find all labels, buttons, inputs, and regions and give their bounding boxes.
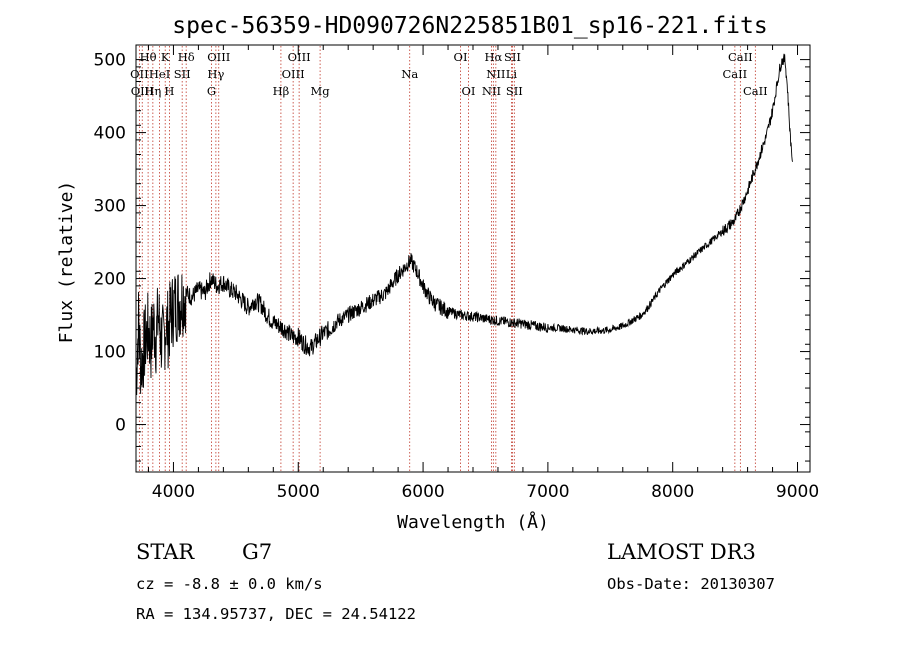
y-axis-ticks: 0 100 200 300 400 500	[94, 51, 810, 462]
y-tick-label-2: 200	[94, 270, 126, 290]
emission-line-label-6: Hα	[484, 50, 502, 64]
emission-line-label-3: OIII	[207, 50, 230, 64]
emission-line-label-19: Hη	[144, 84, 161, 98]
y-axis-label: Flux (relative)	[56, 181, 77, 344]
x-axis-ticks: 4000 5000 6000 7000 8000 9000	[147, 45, 819, 502]
series-line-0	[135, 53, 793, 396]
emission-line-label-23: Mg	[311, 84, 331, 98]
x-tick-label-2: 6000	[401, 482, 444, 502]
ra-dec-coordinates: RA = 134.95737, DEC = 24.54122	[136, 605, 416, 623]
y-tick-label-5: 500	[94, 51, 126, 71]
plot-frame	[135, 44, 811, 473]
emission-line-label-27: CaII	[743, 84, 768, 98]
emission-line-label-24: OI	[462, 84, 476, 98]
emission-line-label-2: Hδ	[178, 50, 195, 64]
survey-name: LAMOST DR3	[607, 540, 756, 564]
emission-line-label-20: H	[164, 84, 174, 98]
x-tick-label-5: 9000	[776, 482, 819, 502]
emission-line-label-15: NII	[486, 67, 505, 81]
emission-line-label-12: Hγ	[207, 67, 224, 81]
emission-line-label-0: Hθ	[140, 50, 157, 64]
emission-line-label-21: G	[207, 84, 216, 98]
object-class: STAR	[136, 540, 195, 564]
emission-line-label-11: SII	[174, 67, 191, 81]
y-tick-label-3: 300	[94, 197, 126, 217]
y-tick-label-0: 0	[115, 416, 126, 436]
x-axis-label: Wavelength (Å)	[397, 511, 549, 533]
object-subclass: G7	[242, 540, 272, 564]
emission-line-label-7: SII	[504, 50, 521, 64]
emission-line-label-25: NII	[482, 84, 501, 98]
emission-line-label-16: Li	[506, 67, 518, 81]
y-tick-label-1: 100	[94, 343, 126, 363]
chart-title: spec-56359-HD090726N225851B01_sp16-221.f…	[172, 13, 767, 39]
x-tick-label-0: 4000	[152, 482, 195, 502]
emission-line-label-9: OII	[130, 67, 149, 81]
emission-line-label-26: SII	[506, 84, 523, 98]
emission-line-label-5: OI	[454, 50, 468, 64]
emission-line-label-13: OIII	[282, 67, 305, 81]
emission-line-label-22: Hβ	[273, 84, 290, 98]
observation-date: Obs-Date: 20130307	[607, 575, 775, 593]
emission-line-label-8: CaII	[728, 50, 753, 64]
y-tick-label-4: 400	[94, 124, 126, 144]
emission-line-label-14: Na	[401, 67, 418, 81]
emission-line-label-4: OIII	[288, 50, 311, 64]
x-tick-label-3: 7000	[526, 482, 569, 502]
redshift-cz: cz = -8.8 ± 0.0 km/s	[136, 575, 323, 593]
x-tick-label-4: 8000	[651, 482, 694, 502]
emission-line-label-10: HeI	[149, 67, 170, 81]
emission-line-label-17: CaII	[722, 67, 747, 81]
emission-line-markers	[138, 46, 756, 471]
flux-series	[135, 53, 793, 396]
emission-line-label-1: K	[161, 50, 170, 64]
x-tick-label-1: 5000	[277, 482, 320, 502]
